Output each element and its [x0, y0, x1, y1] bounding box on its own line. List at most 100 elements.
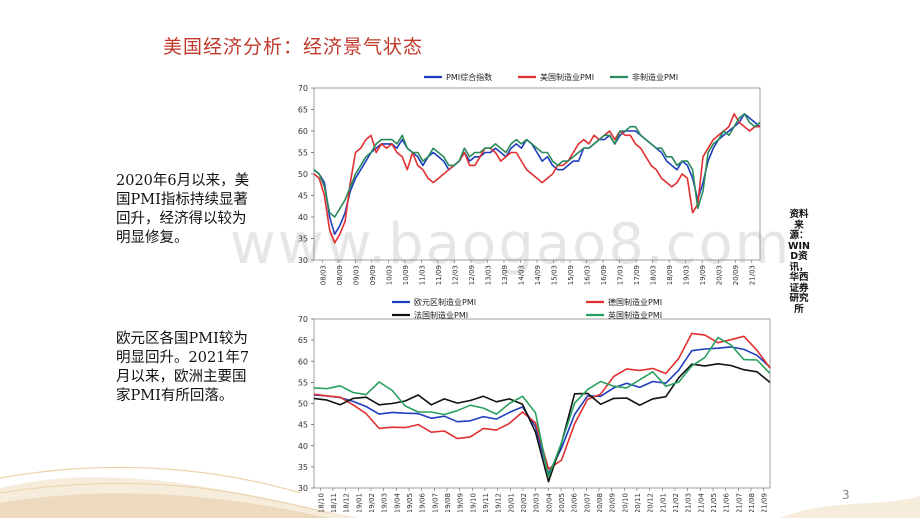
x-tick-label: 20/03 [533, 493, 541, 512]
x-tick-label: 19/01 [355, 493, 363, 512]
x-tick-label: 19/09 [699, 265, 707, 285]
plot-frame [313, 318, 771, 489]
x-tick-label: 18/12 [343, 493, 351, 512]
x-tick-label: 20/03 [716, 265, 724, 285]
y-tick-label: 65 [298, 336, 308, 345]
x-tick-label: 15/09 [567, 265, 575, 285]
y-tick-label: 60 [298, 357, 308, 366]
x-tick-label: 19/07 [431, 493, 439, 512]
x-tick-label: 14/09 [534, 265, 542, 285]
series-line-3 [313, 336, 771, 478]
x-tick-label: 18/10 [317, 493, 325, 512]
x-tick-label: 21/02 [672, 493, 680, 512]
x-tick-label: 19/11 [482, 493, 490, 512]
x-tick-label: 08/03 [319, 265, 327, 285]
y-tick-label: 55 [298, 378, 308, 387]
x-tick-label: 19/05 [406, 493, 414, 512]
x-tick-label: 18/03 [650, 265, 658, 285]
x-tick-label: 10/09 [402, 265, 410, 285]
x-tick-label: 20/11 [634, 493, 642, 512]
x-tick-label: 09/09 [369, 265, 377, 285]
x-tick-label: 21/04 [697, 492, 705, 512]
x-tick-label: 21/08 [748, 493, 756, 512]
legend-label: PMI综合指数 [446, 72, 492, 82]
x-tick-label: 21/05 [710, 493, 718, 512]
eu-pmi-chart: 30 35 40 45 50 55 60 65 70 18/10 18/11 18/12 19/01 19… [298, 297, 771, 512]
x-tick-label: 19/06 [419, 492, 427, 512]
page-title: 美国经济分析：经济景气状态 [163, 36, 424, 58]
series-line-0 [313, 346, 771, 475]
x-tick-label: 11/03 [418, 265, 426, 285]
x-tick-label: 17/09 [633, 265, 641, 285]
x-tick-label: 12/09 [468, 265, 476, 285]
y-tick-label: 65 [298, 106, 308, 115]
x-tick-label: 12/03 [451, 265, 459, 285]
x-tick-label: 20/07 [583, 493, 591, 512]
y-tick-label: 50 [298, 170, 308, 179]
legend-label: 英国制造业PMI [608, 310, 662, 320]
x-tick-label: 21/07 [735, 493, 743, 512]
y-tick-label: 35 [298, 235, 308, 244]
x-tick-label: 19/03 [683, 265, 691, 285]
x-tick-label: 13/09 [501, 265, 509, 285]
x-tick-label: 20/01 [507, 493, 515, 512]
decorative-swoosh [0, 466, 920, 518]
y-tick-label: 55 [298, 149, 308, 158]
x-tick-label: 20/04 [545, 492, 553, 512]
y-tick-label: 70 [298, 84, 308, 93]
x-tick-label: 10/03 [385, 265, 393, 285]
x-tick-label: 09/03 [352, 265, 360, 285]
y-tick-label: 35 [298, 463, 308, 472]
x-tick-label: 21/03 [685, 493, 693, 512]
series-line-1 [313, 112, 760, 244]
x-tick-label: 19/02 [368, 493, 376, 512]
eu-pmi-commentary: 欧元区各国PMI较为明显回升。2021年7月以来，欧洲主要国家PMI有所回落。 [116, 331, 250, 404]
x-tick-label: 15/03 [551, 265, 559, 285]
us-pmi-chart: 30 35 40 45 50 55 60 65 70 08/03 08/09 09/03 09/09 10… [298, 72, 761, 285]
x-tick-label: 19/09 [457, 493, 465, 512]
x-tick-label: 20/09 [732, 265, 740, 285]
x-tick-label: 20/08 [596, 493, 604, 512]
watermark: www.baogao8.com [230, 212, 792, 277]
series-line-2 [313, 112, 761, 218]
x-tick-label: 20/09 [609, 493, 617, 512]
x-tick-label: 19/03 [381, 493, 389, 512]
y-tick-label: 45 [298, 421, 308, 430]
y-tick-label: 40 [298, 213, 308, 222]
x-tick-label: 21/09 [761, 493, 769, 512]
x-tick-label: 21/06 [723, 492, 731, 512]
us-pmi-commentary: 2020年6月以来，美国PMI指标持续显著回升，经济得以较为明显修复。 [116, 173, 250, 246]
x-tick-label: 20/05 [558, 493, 566, 512]
series-line-2 [313, 363, 771, 483]
x-tick-label: 21/03 [749, 265, 757, 285]
x-tick-label: 19/12 [495, 493, 503, 512]
series-line-0 [313, 112, 761, 235]
y-tick-label: 70 [298, 315, 308, 324]
x-tick-label: 11/09 [435, 265, 443, 285]
source-note: 资料来源：WIND资讯，华西证券研究所 [788, 209, 810, 315]
x-tick-label: 13/03 [484, 265, 492, 285]
y-tick-label: 60 [298, 127, 308, 136]
x-tick-label: 19/10 [469, 493, 477, 512]
y-tick-label: 45 [298, 192, 308, 201]
legend-label: 美国制造业PMI [540, 72, 594, 82]
x-tick-label: 21/01 [659, 493, 667, 512]
x-tick-label: 16/03 [584, 265, 592, 285]
x-tick-label: 08/09 [336, 265, 344, 285]
x-tick-label: 19/08 [444, 493, 452, 512]
y-tick-label: 40 [298, 442, 308, 451]
y-tick-label: 30 [298, 484, 308, 493]
x-tick-label: 18/09 [666, 265, 674, 285]
x-tick-label: 20/06 [571, 492, 579, 512]
x-tick-label: 20/02 [520, 493, 528, 512]
x-tick-label: 16/09 [600, 265, 608, 285]
legend-label: 德国制造业PMI [608, 297, 662, 307]
legend-label: 法国制造业PMI [414, 310, 468, 320]
x-tick-label: 14/03 [517, 265, 525, 285]
y-tick-label: 30 [298, 256, 308, 265]
x-tick-label: 17/03 [617, 265, 625, 285]
legend-label: 欧元区制造业PMI [414, 297, 476, 307]
x-tick-label: 20/12 [647, 493, 655, 512]
x-tick-label: 18/11 [330, 493, 338, 512]
x-tick-label: 20/10 [621, 493, 629, 512]
